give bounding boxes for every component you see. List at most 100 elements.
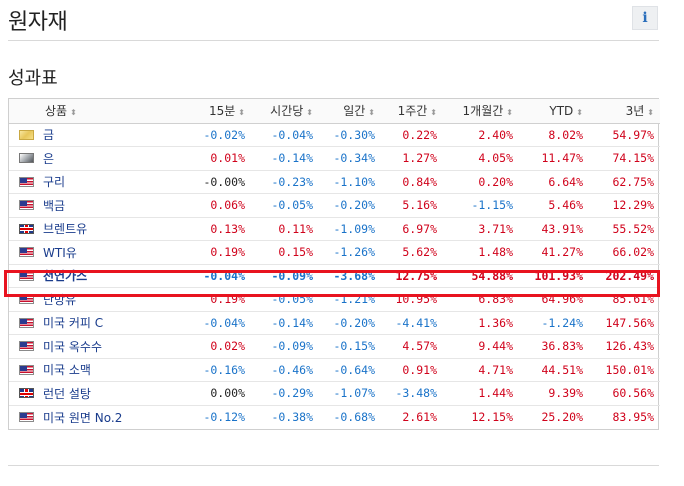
product-link[interactable]: 금 xyxy=(43,128,55,143)
product-cell: 은 xyxy=(9,146,187,171)
change-cell: -0.09% xyxy=(251,334,319,359)
column-header-weekly[interactable]: 1주간 ⬍ xyxy=(381,99,443,124)
table-row[interactable]: 난방유 0.19% -0.05% -1.21% 10.95% 6.83% 64.96% 85.… xyxy=(9,287,660,312)
table-row[interactable]: 미국 옥수수 0.02% -0.09% -0.15% 4.57% 9.44% 36.83% 1… xyxy=(9,334,660,359)
product-cell-inner: 난방유 xyxy=(19,291,181,308)
change-cell: 12.15% xyxy=(471,410,513,424)
product-link[interactable]: 천연가스 xyxy=(43,269,88,284)
change-cell: 0.91% xyxy=(381,358,443,382)
product-cell: 백금 xyxy=(9,193,187,218)
change-cell: 9.39% xyxy=(519,381,589,406)
change-cell: 6.64% xyxy=(519,170,589,194)
table-row[interactable]: 금 -0.02% -0.04% -0.30% 0.22% 2.40% 8.02% 54.97% xyxy=(9,123,660,147)
change-cell: 25.20% xyxy=(541,410,583,424)
change-cell: 54.97% xyxy=(589,123,660,147)
us-flag-icon xyxy=(19,270,34,281)
change-cell: 202.49% xyxy=(589,264,660,288)
product-link[interactable]: 미국 소맥 xyxy=(43,363,91,378)
change-cell: 4.05% xyxy=(443,146,519,171)
us-flag-icon xyxy=(19,247,34,258)
change-cell: -0.00% xyxy=(187,170,251,194)
change-cell: -0.20% xyxy=(319,311,381,335)
column-header-ytd[interactable]: YTD ⬍ xyxy=(519,99,589,124)
column-header-daily[interactable]: 일간 ⬍ xyxy=(319,99,381,124)
change-cell: 150.01% xyxy=(589,358,660,382)
table-row[interactable]: 런던 설탕 0.00% -0.29% -1.07% -3.48% 1.44% 9.39% 60… xyxy=(9,381,660,406)
product-link[interactable]: 미국 원면 No.2 xyxy=(43,410,123,425)
product-link[interactable]: 은 xyxy=(43,151,55,166)
change-cell: 55.52% xyxy=(589,217,660,241)
product-link[interactable]: 미국 커피 C xyxy=(43,316,104,331)
table-row[interactable]: 구리 -0.00% -0.23% -1.10% 0.84% 0.20% 6.64% 62.75… xyxy=(9,170,660,194)
sort-icon: ⬍ xyxy=(368,108,375,118)
change-cell: 4.71% xyxy=(443,358,519,382)
table-row[interactable]: WTI유 0.19% 0.15% -1.26% 5.62% 1.48% 41.27% 66.0… xyxy=(9,240,660,265)
change-cell: 43.91% xyxy=(519,217,589,241)
performance-table: 상품 ⬍ 15분 ⬍ 시간당 ⬍ 일간 ⬍ 1주간 ⬍ 1개월간 ⬍ YTD ⬍ 3년 ⬍ 금-… xyxy=(8,98,660,430)
product-cell: WTI유 xyxy=(9,240,187,265)
table-row[interactable]: 은 0.01% -0.14% -0.34% 1.27% 4.05% 11.47% 74.15% xyxy=(9,146,660,171)
change-cell: -0.04% xyxy=(187,264,251,288)
product-cell-inner: 천연가스 xyxy=(19,267,181,284)
product-link[interactable]: 구리 xyxy=(43,175,66,190)
change-cell: -0.14% xyxy=(251,146,319,171)
column-header-product[interactable]: 상품 ⬍ xyxy=(9,99,187,124)
info-icon[interactable]: i xyxy=(632,6,658,30)
change-cell: -0.38% xyxy=(271,410,313,424)
product-cell-inner: 런던 설탕 xyxy=(19,385,181,402)
change-cell: -1.09% xyxy=(319,217,381,241)
change-cell: 147.56% xyxy=(589,311,660,335)
table-row[interactable]: 미국 커피 C -0.04% -0.14% -0.20% -4.41% 1.36% -1.2… xyxy=(9,311,660,335)
column-header-15min[interactable]: 15분 ⬍ xyxy=(187,99,251,124)
product-link[interactable]: 브렌트유 xyxy=(43,222,88,237)
sort-icon: ⬍ xyxy=(647,108,654,118)
us-flag-icon xyxy=(19,176,34,187)
us-flag-icon xyxy=(19,364,34,375)
change-cell: -0.34% xyxy=(319,146,381,171)
product-cell-inner: 미국 커피 C xyxy=(19,314,181,331)
column-header-hourly[interactable]: 시간당 ⬍ xyxy=(251,99,319,124)
change-cell: 0.11% xyxy=(251,217,319,241)
product-cell: 미국 소맥 xyxy=(9,358,187,382)
product-link[interactable]: WTI유 xyxy=(43,245,77,260)
change-cell: 12.75% xyxy=(381,264,443,288)
change-cell: 0.19% xyxy=(187,287,251,312)
column-header-3year[interactable]: 3년 ⬍ xyxy=(589,99,660,124)
change-cell: -0.29% xyxy=(251,381,319,406)
column-header-label: 일간 xyxy=(343,104,366,119)
column-header-label: 1주간 xyxy=(397,104,428,119)
change-cell: -0.46% xyxy=(251,358,319,382)
column-header-label: 15분 xyxy=(208,104,236,119)
table-header-row: 상품 ⬍ 15분 ⬍ 시간당 ⬍ 일간 ⬍ 1주간 ⬍ 1개월간 ⬍ YTD ⬍ 3년 ⬍ xyxy=(9,99,660,124)
change-cell: 36.83% xyxy=(519,334,589,359)
change-cell: 0.84% xyxy=(381,170,443,194)
product-cell-inner: 미국 옥수수 xyxy=(19,338,181,355)
change-cell: 6.97% xyxy=(381,217,443,241)
change-cell: -0.05% xyxy=(251,287,319,312)
change-cell: -0.16% xyxy=(187,358,251,382)
table-row[interactable]: 천연가스 -0.04% -0.09% -3.68% 12.75% 54.88% 101.93… xyxy=(9,264,660,288)
product-cell-inner: 백금 xyxy=(19,197,181,214)
table-row[interactable]: 미국 소맥 -0.16% -0.46% -0.64% 0.91% 4.71% 44.51% 1… xyxy=(9,358,660,382)
change-cell: 0.13% xyxy=(187,217,251,241)
product-cell: 미국 커피 C xyxy=(9,311,187,335)
us-flag-icon xyxy=(19,341,34,352)
title-divider xyxy=(8,40,659,41)
change-cell: 3.71% xyxy=(443,217,519,241)
change-cell: -0.02% xyxy=(187,123,251,147)
table-row[interactable]: 브렌트유 0.13% 0.11% -1.09% 6.97% 3.71% 43.91% 55.5… xyxy=(9,217,660,241)
product-link[interactable]: 난방유 xyxy=(43,292,77,307)
table-row[interactable]: 백금 0.06% -0.05% -0.20% 5.16% -1.15% 5.46% 12.29… xyxy=(9,193,660,218)
change-cell: -0.68% xyxy=(333,410,375,424)
product-link[interactable]: 백금 xyxy=(43,198,66,213)
change-cell: -1.07% xyxy=(319,381,381,406)
column-header-monthly[interactable]: 1개월간 ⬍ xyxy=(443,99,519,124)
change-cell: 5.16% xyxy=(381,193,443,218)
product-link[interactable]: 미국 옥수수 xyxy=(43,339,103,354)
table-row[interactable]: 미국 원면 No.2 -0.12% -0.38% -0.68% 2.61% 12.15% 2… xyxy=(9,405,660,429)
change-cell: 6.83% xyxy=(443,287,519,312)
us-flag-icon xyxy=(19,200,34,211)
product-link[interactable]: 런던 설탕 xyxy=(43,386,91,401)
change-cell: 0.19% xyxy=(187,240,251,265)
sort-icon: ⬍ xyxy=(576,107,583,117)
